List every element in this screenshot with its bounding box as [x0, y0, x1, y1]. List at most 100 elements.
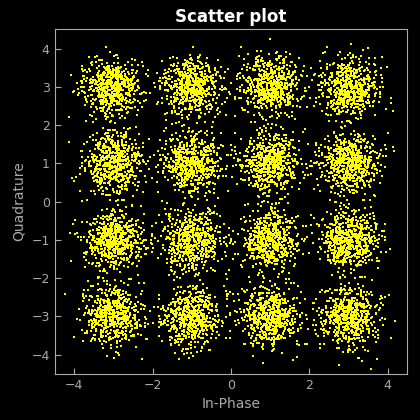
Channel 1	[198, 76, 205, 83]
Channel 1	[251, 301, 257, 307]
Channel 1	[123, 182, 130, 189]
Channel 1	[339, 262, 346, 269]
Channel 1	[76, 187, 83, 194]
Channel 1	[357, 160, 363, 167]
Channel 1	[105, 65, 112, 71]
Channel 1	[268, 97, 275, 104]
Channel 1	[113, 92, 119, 98]
Channel 1	[111, 150, 118, 157]
Channel 1	[176, 234, 183, 240]
Channel 1	[110, 256, 116, 262]
Channel 1	[332, 91, 339, 98]
Channel 1	[181, 154, 188, 161]
Channel 1	[335, 96, 342, 103]
Channel 1	[278, 296, 285, 302]
Channel 1	[208, 307, 215, 313]
Channel 1	[206, 292, 213, 299]
Channel 1	[383, 248, 390, 255]
Channel 1	[198, 147, 205, 154]
Channel 1	[279, 213, 286, 220]
Channel 1	[351, 210, 357, 217]
Channel 1	[347, 88, 354, 95]
Channel 1	[362, 319, 369, 326]
Channel 1	[92, 116, 99, 122]
Channel 1	[349, 216, 356, 223]
Channel 1	[186, 298, 193, 305]
Channel 1	[381, 142, 388, 149]
Channel 1	[276, 303, 283, 310]
Channel 1	[315, 81, 322, 88]
Channel 1	[258, 169, 265, 176]
Channel 1	[197, 89, 204, 96]
Channel 1	[273, 292, 280, 299]
Channel 1	[205, 292, 212, 299]
Channel 1	[360, 98, 366, 105]
Channel 1	[81, 312, 87, 319]
Channel 1	[176, 312, 182, 318]
Channel 1	[176, 322, 183, 328]
Channel 1	[186, 128, 193, 135]
Channel 1	[200, 88, 207, 95]
Channel 1	[118, 79, 125, 85]
Channel 1	[204, 168, 210, 175]
Channel 1	[110, 74, 116, 80]
Channel 1	[155, 98, 162, 105]
Channel 1	[346, 94, 353, 100]
Channel 1	[173, 327, 180, 333]
Channel 1	[168, 147, 175, 153]
Channel 1	[134, 186, 140, 193]
Channel 1	[364, 157, 371, 163]
Channel 1	[334, 251, 341, 258]
Channel 1	[112, 226, 119, 233]
Channel 1	[208, 237, 215, 244]
Channel 1	[338, 131, 344, 138]
Channel 1	[172, 157, 179, 163]
Channel 1	[332, 237, 339, 244]
Channel 1	[194, 161, 201, 168]
Channel 1	[176, 232, 182, 239]
Channel 1	[118, 91, 124, 97]
Channel 1	[339, 157, 345, 163]
Channel 1	[109, 223, 116, 229]
Channel 1	[204, 91, 211, 97]
Channel 1	[82, 165, 89, 172]
Channel 1	[287, 50, 294, 57]
Channel 1	[320, 326, 327, 333]
Channel 1	[357, 155, 364, 161]
Channel 1	[170, 167, 177, 174]
Channel 1	[354, 69, 360, 76]
Channel 1	[355, 134, 362, 141]
Channel 1	[249, 246, 256, 252]
Channel 1	[185, 323, 192, 329]
Channel 1	[166, 311, 173, 318]
Channel 1	[115, 70, 122, 76]
Channel 1	[273, 105, 280, 111]
Channel 1	[241, 314, 248, 320]
Channel 1	[185, 237, 192, 244]
Channel 1	[196, 315, 203, 321]
Channel 1	[257, 297, 264, 304]
Channel 1	[332, 315, 339, 322]
Channel 1	[339, 66, 346, 72]
Channel 1	[339, 102, 346, 108]
Channel 1	[358, 328, 365, 334]
Channel 1	[186, 105, 193, 111]
Channel 1	[203, 302, 210, 309]
Channel 1	[191, 318, 197, 325]
Channel 1	[170, 136, 176, 143]
Channel 1	[354, 174, 361, 181]
Channel 1	[285, 308, 291, 315]
Channel 1	[290, 250, 297, 257]
Channel 1	[260, 218, 267, 224]
Channel 1	[279, 251, 286, 257]
Channel 1	[284, 252, 290, 259]
Channel 1	[109, 98, 116, 105]
Channel 1	[278, 249, 285, 256]
Channel 1	[119, 183, 126, 189]
Channel 1	[208, 123, 215, 130]
Channel 1	[280, 73, 286, 80]
Channel 1	[342, 316, 349, 323]
Channel 1	[113, 332, 120, 339]
Channel 1	[98, 315, 105, 321]
Channel 1	[263, 248, 270, 255]
